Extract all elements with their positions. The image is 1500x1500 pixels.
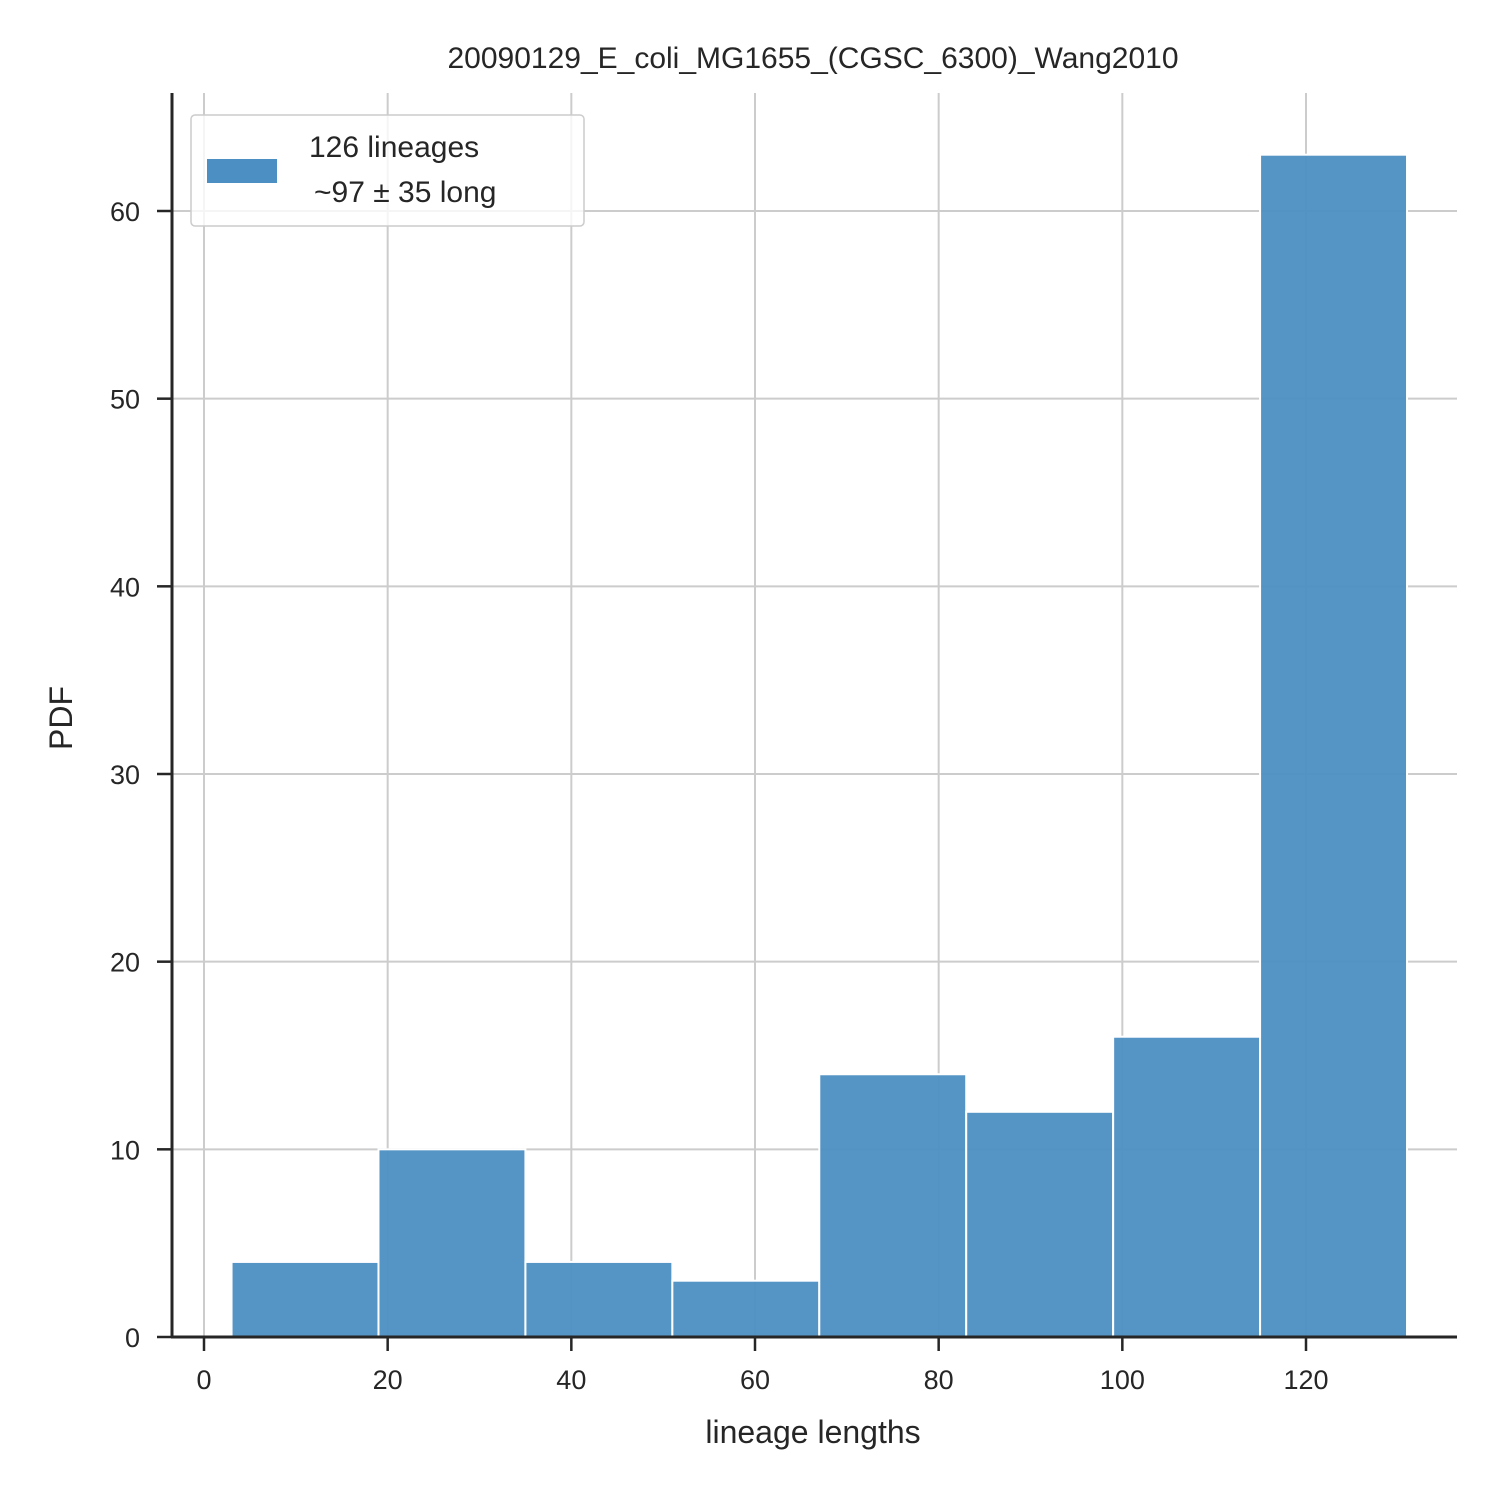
histogram-bar <box>671 1279 821 1338</box>
y-axis-label: PDF <box>43 686 79 750</box>
legend: 126 lineages ~97 ± 35 long <box>190 114 585 227</box>
histogram-bar <box>230 1260 380 1339</box>
x-ticks: 0 20 40 60 80 100 120 <box>196 1337 1329 1395</box>
histogram-bar <box>1112 1035 1262 1338</box>
legend-label-line2: ~97 ± 35 long <box>314 176 496 209</box>
x-tick-label: 20 <box>373 1365 403 1395</box>
histogram-bars <box>230 153 1409 1339</box>
x-tick-label: 120 <box>1283 1365 1328 1395</box>
y-ticks: 0 10 20 30 40 50 60 <box>110 197 172 1353</box>
chart-title: 20090129_E_coli_MG1655_(CGSC_6300)_Wang2… <box>447 42 1178 75</box>
x-tick-label: 100 <box>1100 1365 1145 1395</box>
histogram-bar <box>1259 153 1409 1339</box>
grid <box>172 93 1457 1338</box>
y-tick-label: 0 <box>125 1323 140 1353</box>
legend-swatch <box>207 159 277 183</box>
x-tick-label: 0 <box>196 1365 211 1395</box>
y-tick-label: 10 <box>110 1135 140 1165</box>
y-tick-label: 20 <box>110 948 140 978</box>
y-tick-label: 40 <box>110 572 140 602</box>
y-tick-label: 50 <box>110 385 140 415</box>
axes <box>170 93 1457 1339</box>
legend-box <box>190 114 585 227</box>
histogram-bar <box>965 1110 1115 1339</box>
histogram-bar <box>524 1260 674 1339</box>
y-tick-label: 30 <box>110 760 140 790</box>
x-tick-label: 80 <box>924 1365 954 1395</box>
x-axis-label: lineage lengths <box>705 1414 920 1450</box>
histogram-bar <box>377 1148 527 1339</box>
y-tick-label: 60 <box>110 197 140 227</box>
legend-label: 126 lineages <box>309 131 479 164</box>
x-tick-label: 60 <box>740 1365 770 1395</box>
x-tick-label: 40 <box>556 1365 586 1395</box>
histogram-bar <box>818 1073 968 1339</box>
